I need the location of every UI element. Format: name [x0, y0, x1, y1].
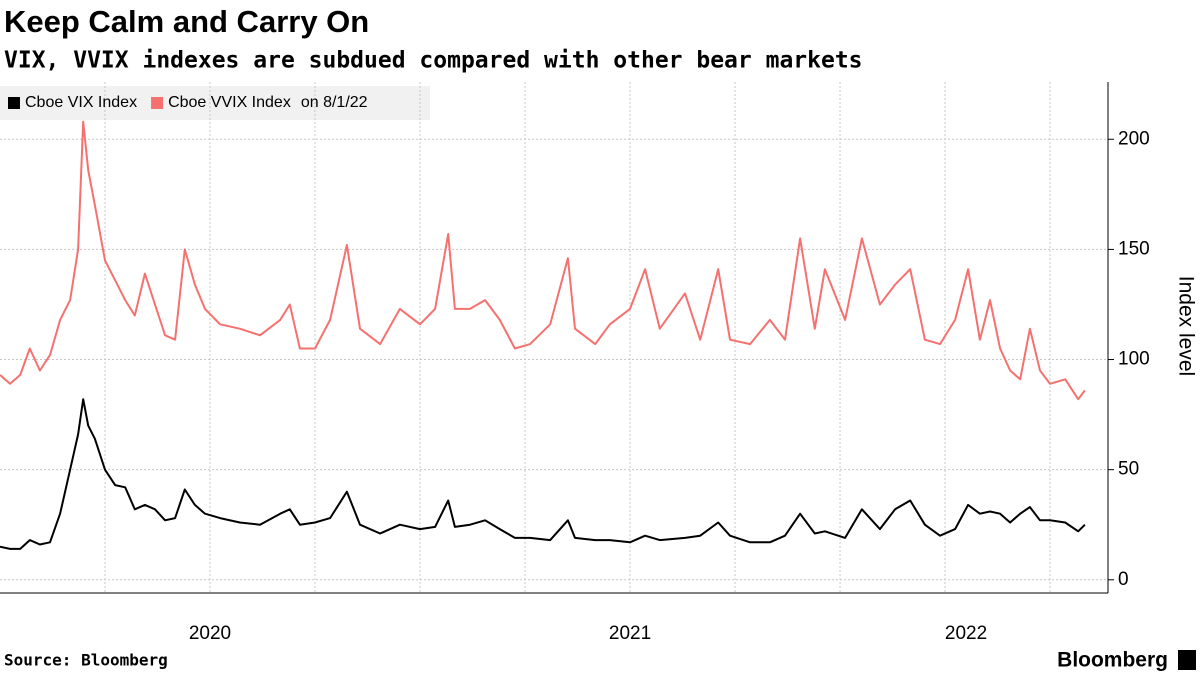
series-line — [0, 398, 1086, 550]
y-tick-label: 0 — [1118, 569, 1129, 590]
legend-box — [0, 86, 430, 120]
x-tick-label: 2022 — [945, 623, 987, 644]
chart-title: Keep Calm and Carry On — [4, 4, 369, 39]
y-tick-label: 100 — [1118, 349, 1150, 370]
brand-icon — [1178, 650, 1196, 670]
chart-subtitle: VIX, VVIX indexes are subdued compared w… — [4, 48, 863, 74]
x-tick-label: 2020 — [189, 623, 231, 644]
legend-label: Cboe VVIX Index — [168, 94, 291, 111]
series-line — [0, 120, 1086, 401]
y-tick-label: 50 — [1118, 459, 1139, 480]
y-tick-label: 150 — [1118, 238, 1150, 259]
x-tick-label: 2021 — [609, 623, 651, 644]
legend-swatch — [151, 97, 164, 109]
legend-swatch — [8, 97, 20, 109]
y-axis-label: Index level — [1174, 276, 1197, 376]
legend-note: on 8/1/22 — [301, 94, 368, 111]
source: Source: Bloomberg — [4, 651, 168, 670]
brand: Bloomberg — [1057, 649, 1168, 672]
y-tick-label: 200 — [1118, 128, 1150, 149]
legend-label: Cboe VIX Index — [25, 94, 137, 111]
